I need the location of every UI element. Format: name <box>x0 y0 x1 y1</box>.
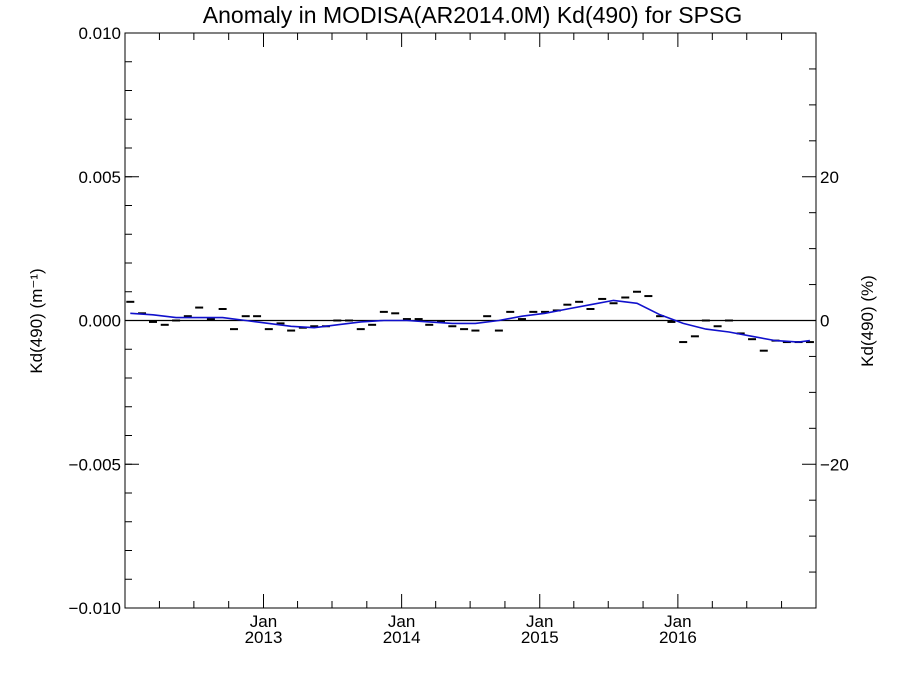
axes: 0.0100.0050.000−0.005−0.010200−20Jan2013… <box>69 24 849 647</box>
y-tick-label-left: 0.005 <box>78 168 121 187</box>
y-tick-label-right: −20 <box>820 455 849 474</box>
x-tick-label-month: Jan <box>526 612 553 631</box>
x-tick-label-year: 2015 <box>521 628 559 647</box>
y-axis-label-right: Kd(490) (%) <box>858 275 877 367</box>
y-axis-label-left: Kd(490) (m⁻¹) <box>27 268 46 373</box>
y-tick-label-right: 0 <box>820 312 829 331</box>
x-tick-label-month: Jan <box>664 612 691 631</box>
y-tick-label-left: −0.005 <box>69 455 121 474</box>
y-tick-label-left: 0.010 <box>78 24 121 43</box>
x-tick-label-year: 2013 <box>245 628 283 647</box>
y-tick-label-left: 0.000 <box>78 312 121 331</box>
x-tick-label-year: 2014 <box>383 628 421 647</box>
smoothed-anomaly-line <box>130 299 811 343</box>
x-tick-label-month: Jan <box>250 612 277 631</box>
chart-title: Anomaly in MODISA(AR2014.0M) Kd(490) for… <box>202 2 743 28</box>
series-layer <box>126 290 814 352</box>
x-tick-label-year: 2016 <box>659 628 697 647</box>
x-tick-label-month: Jan <box>388 612 415 631</box>
y-tick-label-right: 20 <box>820 168 839 187</box>
plot-frame <box>124 32 817 609</box>
y-tick-label-left: −0.010 <box>69 599 121 618</box>
